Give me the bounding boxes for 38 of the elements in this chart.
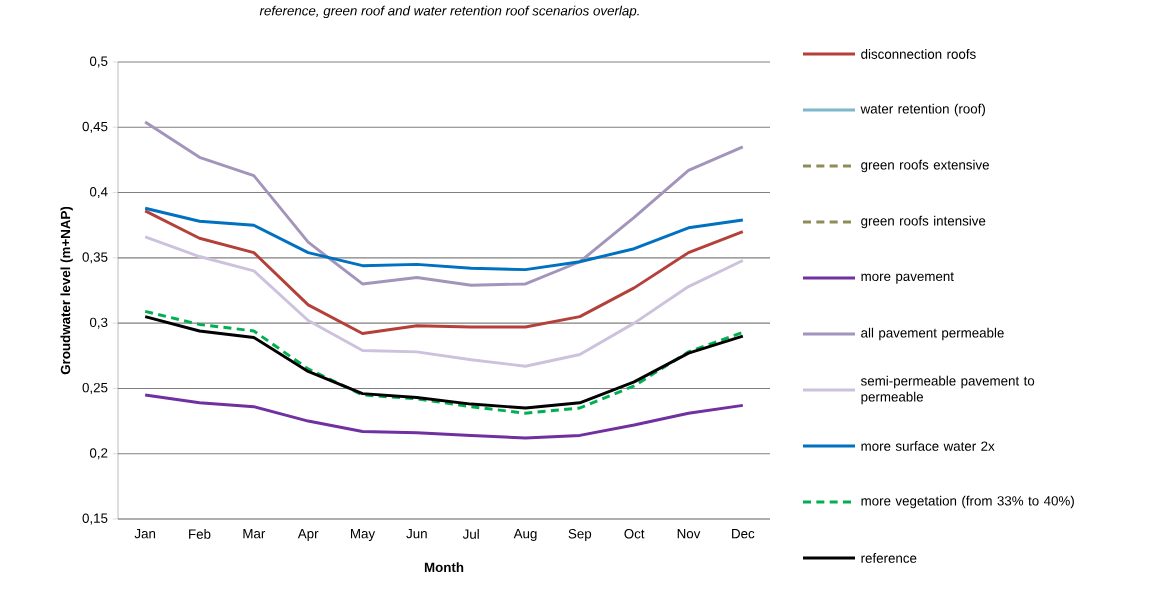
y-tick-label: 0,4 <box>89 187 108 199</box>
x-axis-title: Month <box>424 562 464 573</box>
y-tick-label: 0,15 <box>82 513 108 525</box>
x-tick-label: Oct <box>624 529 645 539</box>
legend-label: more vegetation (from 33% to 40%) <box>861 495 1074 509</box>
x-tick-label: Jun <box>406 529 427 539</box>
y-tick-label: 0,2 <box>89 448 108 460</box>
legend-label: reference <box>861 553 917 563</box>
y-tick-label: 0,35 <box>82 252 108 264</box>
x-tick-label: Aug <box>513 529 537 541</box>
x-tick-label: May <box>351 529 376 541</box>
y-tick-label: 0,3 <box>89 317 108 329</box>
legend-label: disconnection roofs <box>861 49 976 59</box>
x-tick-label: Dec <box>732 529 755 539</box>
line-series <box>143 209 745 336</box>
x-tick-label: Feb <box>189 529 211 539</box>
legend-label: semi-permeable pavement to permeable <box>860 375 1035 405</box>
x-tick-label: Sep <box>568 529 592 542</box>
text: reference, green roof and water retention roof scenarios overlap. <box>259 5 639 19</box>
x-tick-label: Nov <box>677 529 701 539</box>
line-series <box>143 120 745 287</box>
line-series <box>143 393 745 440</box>
line-series <box>143 206 745 272</box>
x-tick-label: Mar <box>243 529 266 539</box>
x-tick-label: Apr <box>297 529 319 541</box>
legend-label: green roofs intensive <box>861 215 986 229</box>
y-axis-title: Groudwater level (m+NAP) <box>60 206 73 375</box>
legend-label: more surface water 2x <box>861 441 995 451</box>
legend-label: green roofs extensive <box>861 159 989 173</box>
y-tick-label: 0,25 <box>82 382 108 394</box>
x-tick-label: Jul <box>462 529 479 539</box>
y-tick-label: 0,5 <box>89 56 108 68</box>
legend-label: all pavement permeable <box>861 327 1004 341</box>
legend-label: more pavement <box>861 272 954 284</box>
y-tick-label: 0,45 <box>82 121 108 133</box>
legend-label: water retention (roof) <box>860 103 985 117</box>
x-tick-label: Jan <box>134 529 156 539</box>
line-series <box>143 235 745 368</box>
